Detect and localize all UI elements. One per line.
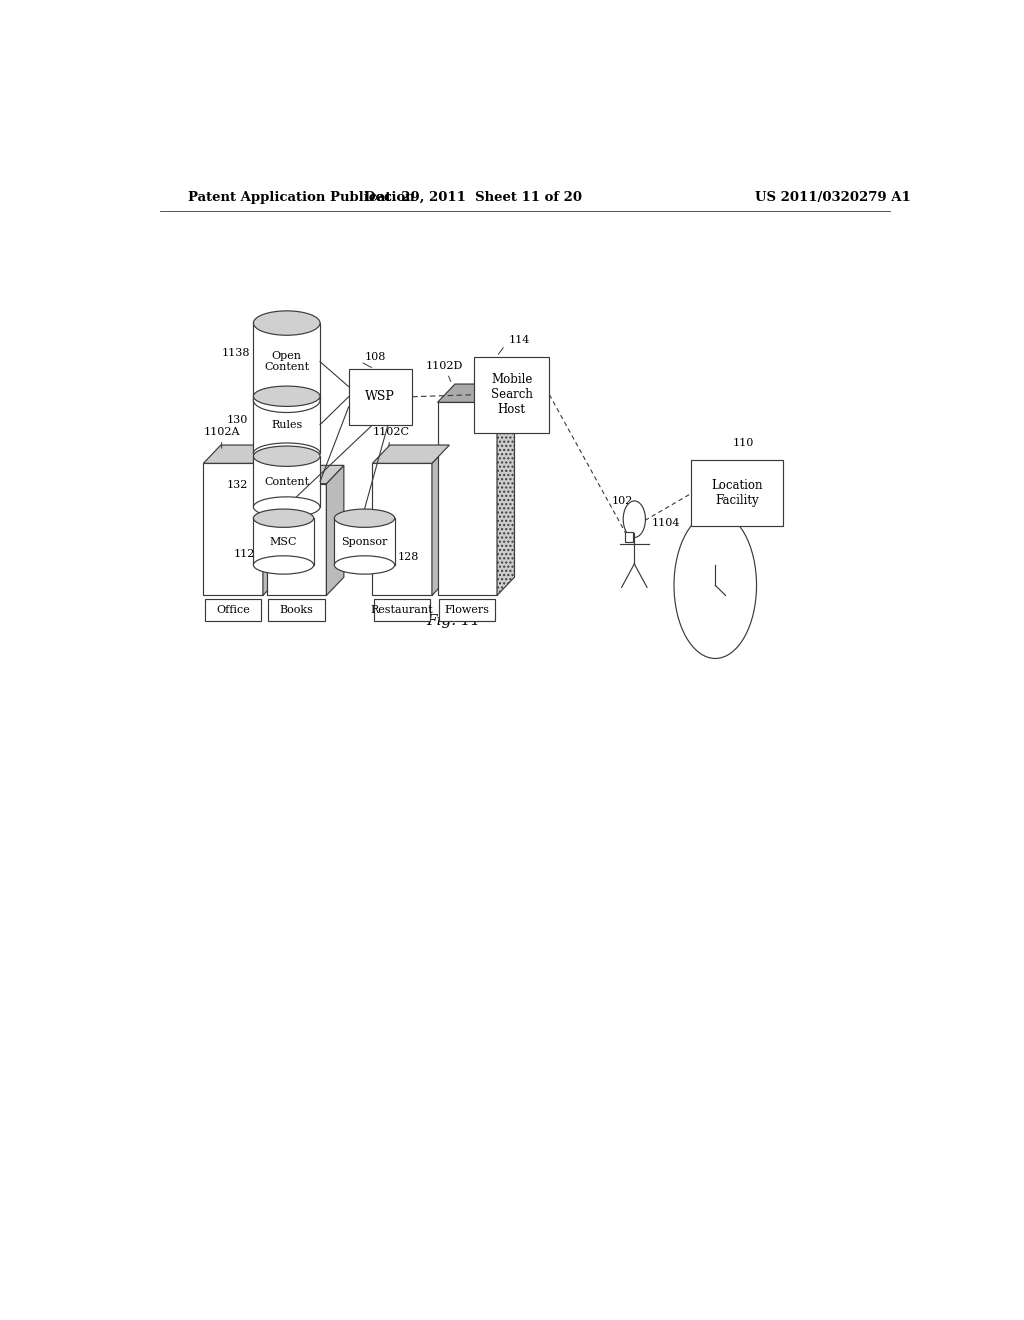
Text: Dec. 29, 2011  Sheet 11 of 20: Dec. 29, 2011 Sheet 11 of 20 — [365, 190, 583, 203]
Text: 112: 112 — [233, 549, 255, 558]
Ellipse shape — [253, 496, 321, 517]
Text: Open
Content: Open Content — [264, 351, 309, 372]
Polygon shape — [437, 403, 497, 595]
Text: Fig. 11: Fig. 11 — [426, 614, 480, 628]
Text: Rules: Rules — [271, 420, 302, 430]
FancyBboxPatch shape — [691, 461, 782, 527]
FancyBboxPatch shape — [268, 598, 325, 620]
Text: 1102A: 1102A — [204, 426, 240, 449]
Text: 110: 110 — [733, 438, 754, 447]
Polygon shape — [373, 463, 432, 595]
Text: Sponsor: Sponsor — [341, 537, 388, 546]
Text: WSP: WSP — [366, 391, 395, 403]
Ellipse shape — [253, 385, 321, 407]
Text: Location
Facility: Location Facility — [712, 479, 763, 507]
Text: Restaurant: Restaurant — [371, 605, 433, 615]
Text: 130: 130 — [226, 414, 248, 425]
Polygon shape — [267, 466, 344, 483]
Ellipse shape — [674, 512, 757, 659]
Text: MSC: MSC — [269, 537, 297, 546]
Text: 108: 108 — [365, 351, 386, 362]
Ellipse shape — [253, 510, 313, 528]
Polygon shape — [327, 466, 344, 595]
Polygon shape — [373, 445, 450, 463]
Polygon shape — [204, 445, 281, 463]
Text: Patent Application Publication: Patent Application Publication — [187, 190, 415, 203]
Text: 128: 128 — [397, 552, 419, 562]
Text: Books: Books — [280, 605, 313, 615]
Text: 1102B: 1102B — [278, 447, 313, 467]
Bar — [253, 457, 321, 507]
Text: 1102D: 1102D — [426, 360, 463, 381]
FancyBboxPatch shape — [374, 598, 430, 620]
FancyBboxPatch shape — [439, 598, 496, 620]
Polygon shape — [263, 445, 281, 595]
Ellipse shape — [253, 388, 321, 413]
Polygon shape — [267, 483, 327, 595]
Text: 132: 132 — [226, 479, 248, 490]
Text: 114: 114 — [509, 335, 530, 346]
Ellipse shape — [334, 510, 394, 528]
Text: Flowers: Flowers — [444, 605, 489, 615]
Polygon shape — [204, 463, 263, 595]
FancyBboxPatch shape — [625, 532, 633, 541]
Polygon shape — [437, 384, 514, 403]
Polygon shape — [497, 384, 514, 595]
FancyBboxPatch shape — [474, 356, 550, 433]
Bar — [253, 323, 321, 400]
Ellipse shape — [253, 444, 321, 463]
Ellipse shape — [334, 556, 394, 574]
Ellipse shape — [253, 446, 321, 466]
Ellipse shape — [253, 312, 321, 335]
Bar — [334, 519, 394, 565]
Text: US 2011/0320279 A1: US 2011/0320279 A1 — [755, 190, 910, 203]
Text: 1104: 1104 — [652, 519, 680, 528]
Ellipse shape — [624, 500, 645, 537]
Bar — [253, 396, 321, 453]
Text: Office: Office — [216, 605, 250, 615]
Text: Mobile
Search
Host: Mobile Search Host — [490, 374, 532, 416]
Text: 1102C: 1102C — [373, 426, 410, 446]
Ellipse shape — [253, 556, 313, 574]
FancyBboxPatch shape — [348, 368, 412, 425]
Polygon shape — [432, 445, 450, 595]
Bar — [253, 519, 313, 565]
FancyBboxPatch shape — [205, 598, 261, 620]
Text: Content: Content — [264, 477, 309, 487]
Text: 102: 102 — [612, 496, 634, 506]
Text: 1138: 1138 — [221, 347, 250, 358]
